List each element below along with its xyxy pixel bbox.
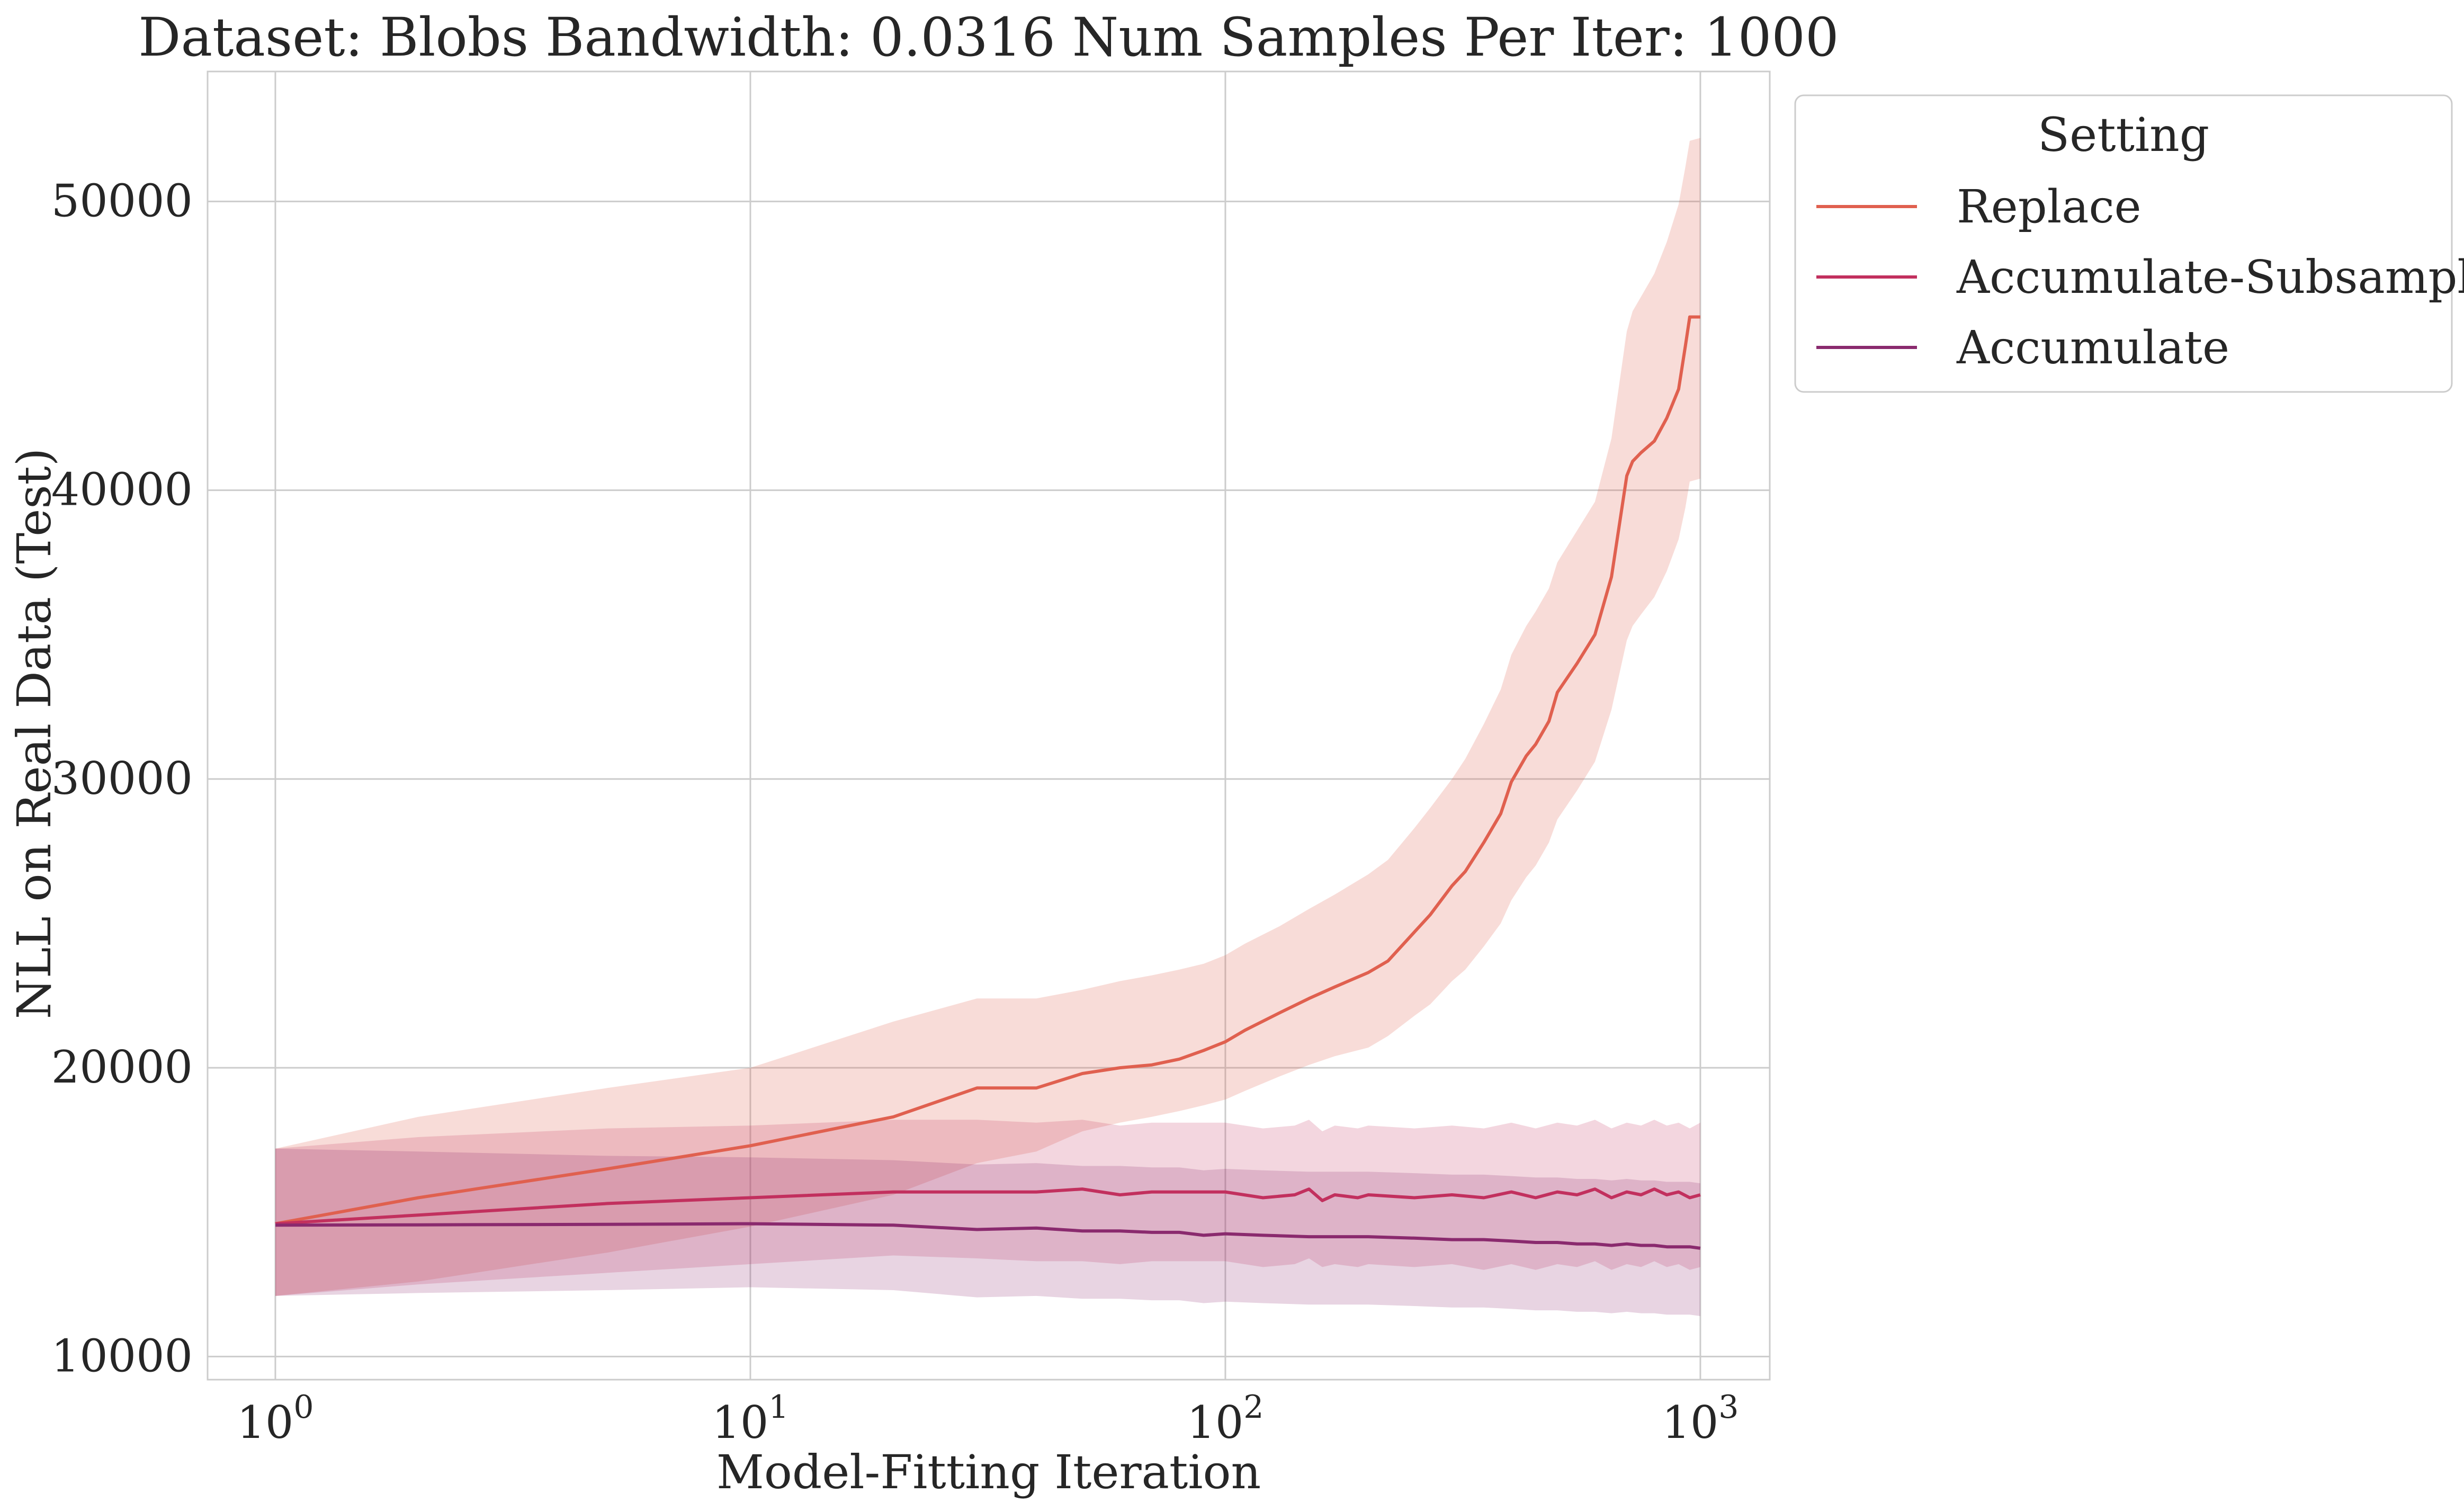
x-tick-label: 100 bbox=[237, 1389, 313, 1449]
series-line bbox=[275, 1187, 1701, 1226]
legend-box bbox=[1794, 94, 2453, 393]
confidence-bands bbox=[275, 138, 1700, 1316]
y-tick-label: 10000 bbox=[51, 1330, 193, 1382]
y-tick-label: 20000 bbox=[51, 1041, 193, 1093]
y-tick-label: 40000 bbox=[51, 464, 193, 516]
x-axis-label: Model-Fitting Iteration bbox=[716, 1445, 1261, 1499]
series-lines bbox=[275, 315, 1701, 1250]
y-tick-labels: 10000 20000 30000 40000 50000 bbox=[51, 175, 193, 1382]
x-tick-labels: 100 101 102 103 bbox=[237, 1389, 1739, 1449]
legend-label: Replace bbox=[1957, 181, 2142, 234]
legend-label: Accumulate bbox=[1956, 321, 2229, 374]
series-line bbox=[275, 1222, 1701, 1250]
legend-items: Replace Accumulate-Subsample Accumulate bbox=[1816, 181, 2464, 374]
y-axis-label: NLL on Real Data (Test) bbox=[7, 448, 61, 1019]
x-tick-label: 102 bbox=[1187, 1389, 1264, 1449]
legend-title: Setting bbox=[2038, 108, 2209, 162]
x-tick-label: 101 bbox=[712, 1389, 789, 1449]
legend-label: Accumulate-Subsample bbox=[1956, 251, 2464, 304]
grid bbox=[208, 71, 1770, 1380]
y-tick-label: 30000 bbox=[51, 753, 193, 804]
plot-area bbox=[207, 70, 1771, 1381]
confidence-band bbox=[275, 138, 1700, 1296]
y-tick-label: 50000 bbox=[51, 175, 193, 227]
legend: Setting Replace Accumulate-Subsample Accum… bbox=[1794, 94, 2464, 393]
series-line bbox=[275, 315, 1700, 1226]
confidence-band bbox=[275, 1148, 1700, 1316]
x-tick-label: 103 bbox=[1662, 1389, 1739, 1449]
chart-title: Dataset: Blobs Bandwidth: 0.0316 Num Sam… bbox=[138, 6, 1839, 68]
